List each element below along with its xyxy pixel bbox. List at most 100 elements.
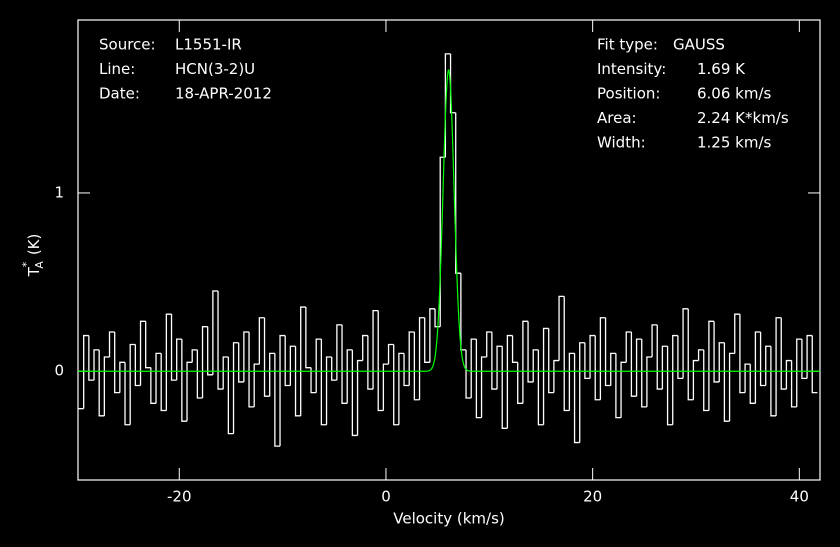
spectrum-channel [263,317,270,397]
spectrum-channel [672,334,678,425]
spectrum-channel [754,331,761,404]
y-label-unit: (K) [25,234,43,256]
spectrum-channel [661,345,668,390]
spectrum-channel [599,317,606,400]
spectrum-channel [408,331,415,386]
spectrum-channel [723,342,730,422]
fit-label: Position: [597,85,660,103]
spectrum-channel [196,349,203,399]
spectrum-channel [806,334,813,379]
spectrum-channel [713,321,720,383]
spectrum-channel [759,332,766,387]
annotation-label: Source: [99,36,156,54]
spectrum-channel [765,345,771,386]
spectrum-channel [160,353,167,412]
spectrum-channel [232,342,239,434]
spectrum-channel [780,317,787,390]
spectrum-channel [573,353,580,444]
spectrum-channel [708,320,715,411]
spectrum-channel [418,317,425,400]
spectrum-channel [610,352,616,386]
x-tick-label: 0 [381,488,391,506]
spectrum-channel [728,352,735,422]
spectrum-channel [170,314,177,381]
annotation-value: 18-APR-2012 [175,85,272,103]
spectrum-channel [579,342,585,443]
spectrum-channel [687,308,694,401]
spectrum-channel [770,346,777,417]
spectrum-channel [356,359,363,436]
spectrum-channel [83,334,89,409]
spectrum-channel [150,367,157,404]
spectrum-channel [145,321,151,369]
annotation-value: L1551-IR [175,36,242,54]
spectrum-channel [620,361,627,418]
spectrum-channel [424,317,430,363]
spectrum-channel [212,290,219,375]
spectrum-channel [651,324,658,357]
spectrum-channel [346,349,353,404]
spectrum-channel [630,332,637,397]
spectrum-channel [253,363,260,407]
spectrum-channel [362,334,368,361]
spectrum-channel [790,360,797,408]
spectrum-channel [93,349,100,381]
y-label-sub: A [33,261,46,269]
spectrum-channel [697,349,704,361]
spectrum-channel [744,363,751,393]
spectrum-channel [186,361,193,422]
y-label-main: T [25,266,43,277]
spectrum-channel [108,331,115,357]
spectrum-channel [103,356,110,416]
spectrum-channel [470,338,477,398]
spectrum-channel [563,296,570,412]
spectrum-channel [88,335,95,381]
spectrum-channel [305,307,312,369]
spectrum-channel [615,353,622,419]
spectrum-channel [139,320,146,386]
spectrum-channel [238,342,244,383]
spectrum-channel [294,346,301,417]
spectrum-channel [289,345,296,386]
spectrum-channel [320,339,327,426]
plot-frame [77,19,821,481]
fit-label: Fit type: [597,36,658,54]
spectrum-channel [274,353,281,447]
fit-value: 1.69 K [697,60,746,78]
spectrum-channel [522,320,529,404]
spectrum-channel [527,321,534,383]
spectrum-channel [124,362,131,426]
spectrum-channel [387,343,394,365]
fit-value: GAUSS [673,36,725,54]
spectrum-channel [584,342,591,380]
spectrum-channel [506,334,513,429]
spectrum-channel [511,335,518,363]
spectrum-channel [351,349,358,437]
spectrum-channel [243,331,250,382]
spectrum-channel [635,338,642,397]
spectrum-channel [785,359,792,390]
spectrum-channel [517,362,523,404]
spectrum-channel [568,352,575,411]
spectrum-channel [258,317,265,365]
spectrum-channel [542,327,549,425]
spectrum-channel [331,356,337,381]
annotation-label: Line: [99,60,135,78]
spectrum-channel [413,332,420,401]
spectrum-channel [641,339,647,408]
spectrum-channel [165,313,172,411]
spectrum-channel [191,349,198,363]
annotation-value: HCN(3-2)U [175,60,255,78]
spectrum-channel [403,353,410,387]
spectrum-channel [429,308,436,363]
spectrum-channel [625,331,632,363]
y-axis-label: T*A (K) [20,234,46,278]
spectrum-channel [594,335,601,401]
spectrum-channel [656,324,663,390]
x-axis-label: Velocity (km/s) [393,510,504,528]
spectrum-channel [336,324,343,381]
spectrum-channel [155,352,162,404]
spectrum-channel [677,335,684,380]
